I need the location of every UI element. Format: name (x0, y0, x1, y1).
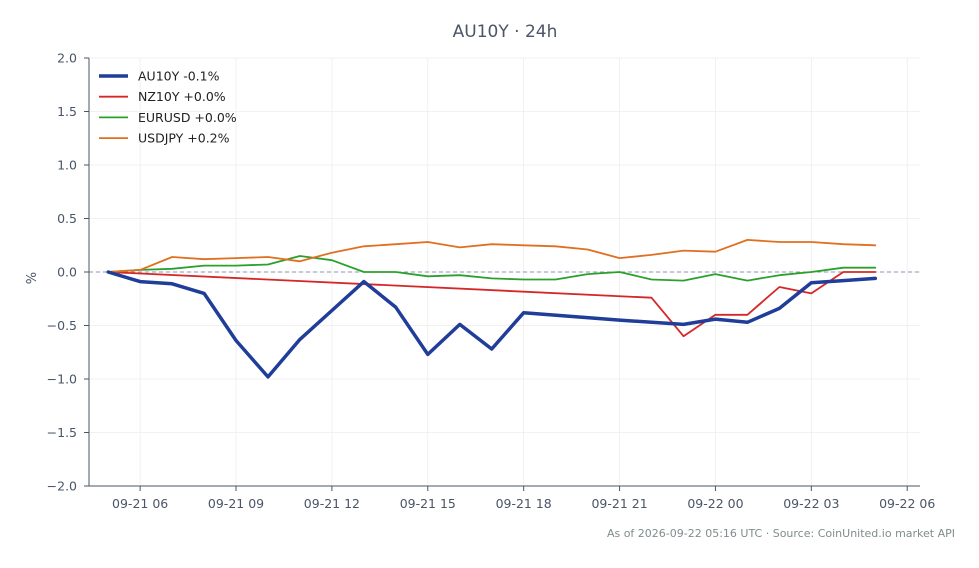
legend-label: AU10Y -0.1% (138, 69, 220, 84)
x-tick-label: 09-21 09 (208, 496, 264, 511)
y-tick-label: 0.5 (57, 211, 77, 226)
source-footnote: As of 2026-09-22 05:16 UTC · Source: Coi… (607, 527, 955, 540)
series-line-eurusd (107, 255, 877, 282)
y-tick-label: 1.5 (57, 104, 77, 119)
y-tick-label: 2.0 (57, 51, 77, 66)
axes: 2.0 1.5 1.0 0.5 0.0 −0.5 −1.0 −1.5 −2.0 09-21 06 0… (47, 51, 936, 512)
x-tick-label: 09-21 15 (400, 496, 456, 511)
x-tick-label: 09-21 21 (591, 496, 647, 511)
x-tick-label: 09-22 00 (687, 496, 743, 511)
legend-label: USDJPY +0.2% (138, 131, 230, 146)
y-tick-label: −2.0 (47, 479, 77, 494)
legend-label: EURUSD +0.0% (138, 110, 237, 125)
chart-title: AU10Y · 24h (453, 22, 558, 42)
x-tick-label: 09-21 12 (304, 496, 360, 511)
legend-label: NZ10Y +0.0% (138, 89, 226, 104)
series-line-au10y (106, 270, 878, 379)
series-line-nz10y (107, 271, 877, 338)
y-tick-label: −1.0 (47, 372, 77, 387)
y-tick-label: −0.5 (47, 318, 77, 333)
series-group (106, 238, 878, 379)
legend: AU10Y -0.1% NZ10Y +0.0% EURUSD +0.0% USDJPY… (99, 69, 237, 146)
y-tick-label: 0.0 (57, 265, 77, 280)
x-tick-label: 09-21 18 (496, 496, 552, 511)
x-tick-label: 09-22 03 (783, 496, 839, 511)
x-tick-label: 09-22 06 (879, 496, 935, 511)
x-tick-label: 09-21 06 (112, 496, 168, 511)
y-tick-label: −1.5 (47, 425, 77, 440)
y-tick-label: 1.0 (57, 158, 77, 173)
series-line-usdjpy (107, 238, 877, 273)
y-axis-label: % (25, 272, 40, 284)
